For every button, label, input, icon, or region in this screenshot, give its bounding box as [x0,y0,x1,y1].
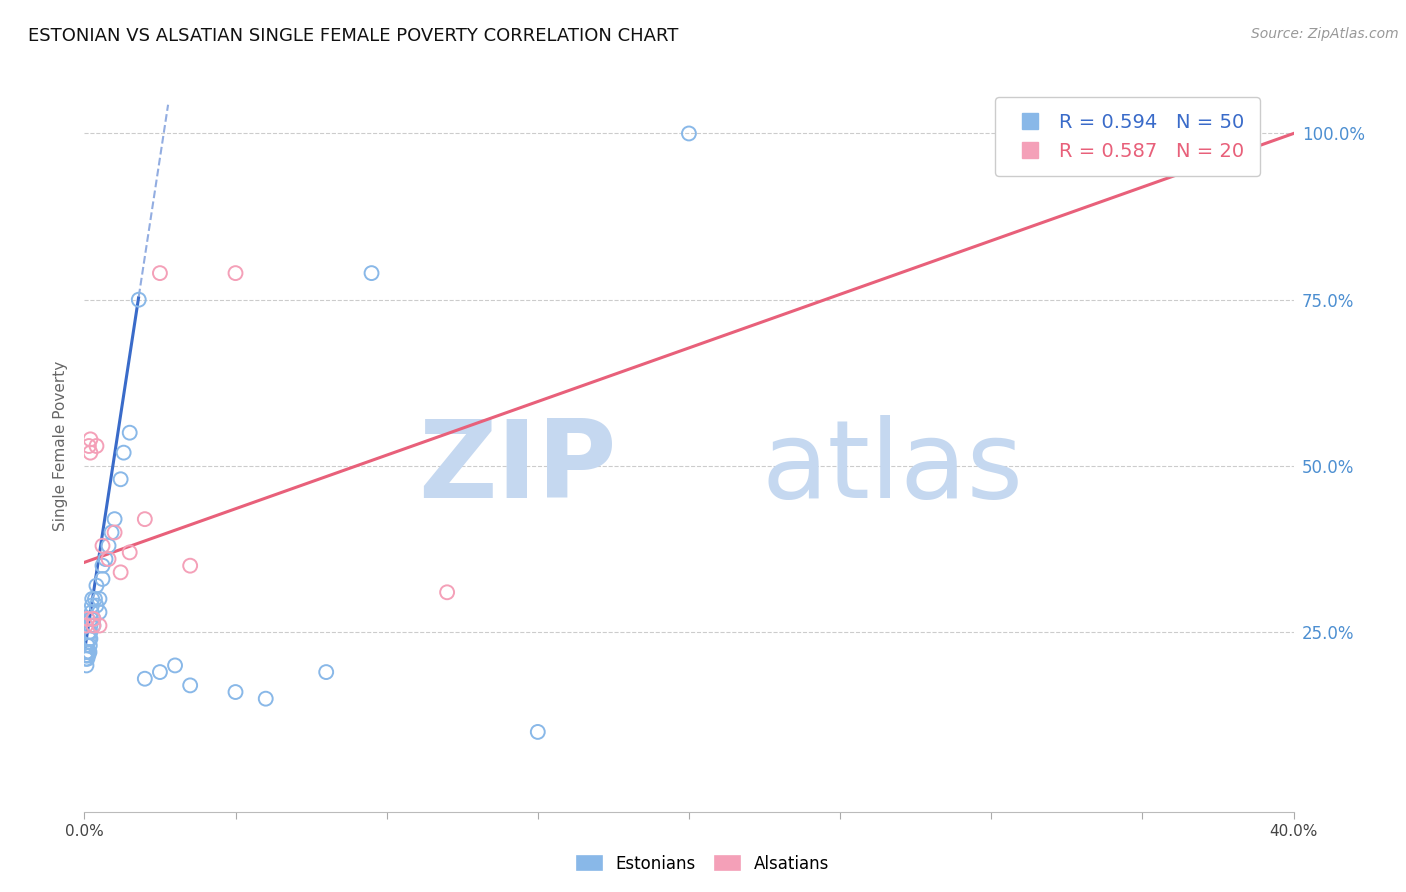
Point [100,525,122,540]
Point [79,645,101,659]
Point [77,645,100,659]
Point [179,678,201,692]
Point [76,645,98,659]
Point [79,632,101,646]
Point [79,433,101,447]
Legend: Estonians, Alsatians: Estonians, Alsatians [571,848,835,880]
Point [76,648,98,663]
Point [110,472,132,486]
Point [82,591,104,606]
Point [82,618,104,632]
Text: ZIP: ZIP [418,415,616,521]
Point [225,685,247,699]
Point [84,591,107,606]
Point [76,658,98,673]
Point [77,439,100,453]
Point [82,618,104,632]
Point [77,625,100,640]
Point [97,539,120,553]
Point [79,625,101,640]
Point [149,665,172,679]
Point [436,585,458,599]
Point [76,612,98,626]
Point [80,599,103,613]
Point [76,639,98,653]
Point [112,445,135,459]
Point [86,439,108,453]
Point [94,552,117,566]
Point [104,525,127,540]
Point [75,645,97,659]
Point [86,599,108,613]
Point [79,445,101,459]
Point [75,652,97,666]
Point [91,539,114,553]
Point [80,612,103,626]
Point [79,618,101,632]
Legend: R = 0.594   N = 50, R = 0.587   N = 20: R = 0.594 N = 50, R = 0.587 N = 20 [994,97,1260,176]
Point [254,691,277,706]
Point [134,672,156,686]
Point [86,579,108,593]
Point [527,725,550,739]
Point [89,618,111,632]
Point [89,591,111,606]
Point [91,558,114,573]
Point [77,648,100,663]
Point [678,127,700,141]
Point [97,552,120,566]
Point [76,652,98,666]
Point [82,612,104,626]
Point [110,566,132,580]
Text: atlas: atlas [762,415,1024,521]
Point [77,645,100,659]
Point [315,665,337,679]
Point [77,632,100,646]
Point [75,648,97,663]
Point [104,512,127,526]
Point [82,612,104,626]
Point [179,558,201,573]
Point [149,266,172,280]
Y-axis label: Single Female Poverty: Single Female Poverty [53,361,69,531]
Point [118,545,141,559]
Text: Source: ZipAtlas.com: Source: ZipAtlas.com [1251,27,1399,41]
Point [360,266,382,280]
Point [89,605,111,619]
Point [76,645,98,659]
Point [80,605,103,619]
Point [134,512,156,526]
Point [165,658,187,673]
Point [75,618,97,632]
Point [225,266,247,280]
Point [118,425,141,440]
Text: ESTONIAN VS ALSATIAN SINGLE FEMALE POVERTY CORRELATION CHART: ESTONIAN VS ALSATIAN SINGLE FEMALE POVER… [28,27,679,45]
Point [91,572,114,586]
Point [79,639,101,653]
Point [128,293,150,307]
